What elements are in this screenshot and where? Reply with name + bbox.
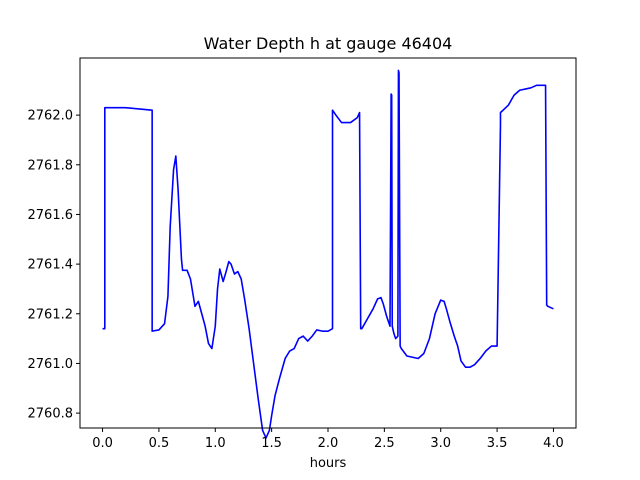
x-tick-label: 1.0 <box>205 436 226 451</box>
x-tick-label: 3.0 <box>430 436 451 451</box>
y-axis-ticks: 2760.8 2761.0 2761.2 2761.4 2761.6 2761.8 2762… <box>28 109 80 422</box>
y-tick-label: 2762.0 <box>28 109 74 124</box>
series-line-0 <box>102 69 554 439</box>
y-tick-label: 2761.6 <box>28 208 74 223</box>
x-tick-label: 1.5 <box>261 436 282 451</box>
x-tick-label: 0.0 <box>92 436 113 451</box>
y-tick-label: 2761.4 <box>28 258 74 273</box>
plot-background <box>80 58 576 428</box>
x-tick-label: 2.5 <box>374 436 395 451</box>
y-tick-label: 2761.0 <box>28 357 74 372</box>
y-tick-label: 2761.8 <box>28 158 74 173</box>
x-tick-label: 3.5 <box>487 436 508 451</box>
x-axis-ticks: 0.0 0.5 1.0 1.5 2.0 2.5 3.0 3.5 4.0 <box>92 428 564 451</box>
series-layer <box>102 69 554 439</box>
x-tick-label: 2.0 <box>318 436 339 451</box>
y-tick-label: 2761.2 <box>28 307 74 322</box>
chart-title: Water Depth h at gauge 46404 <box>204 34 453 53</box>
x-tick-label: 4.0 <box>543 436 564 451</box>
x-axis-label: hours <box>310 456 347 471</box>
y-tick-label: 2760.8 <box>28 407 74 422</box>
x-tick-label: 0.5 <box>149 436 170 451</box>
